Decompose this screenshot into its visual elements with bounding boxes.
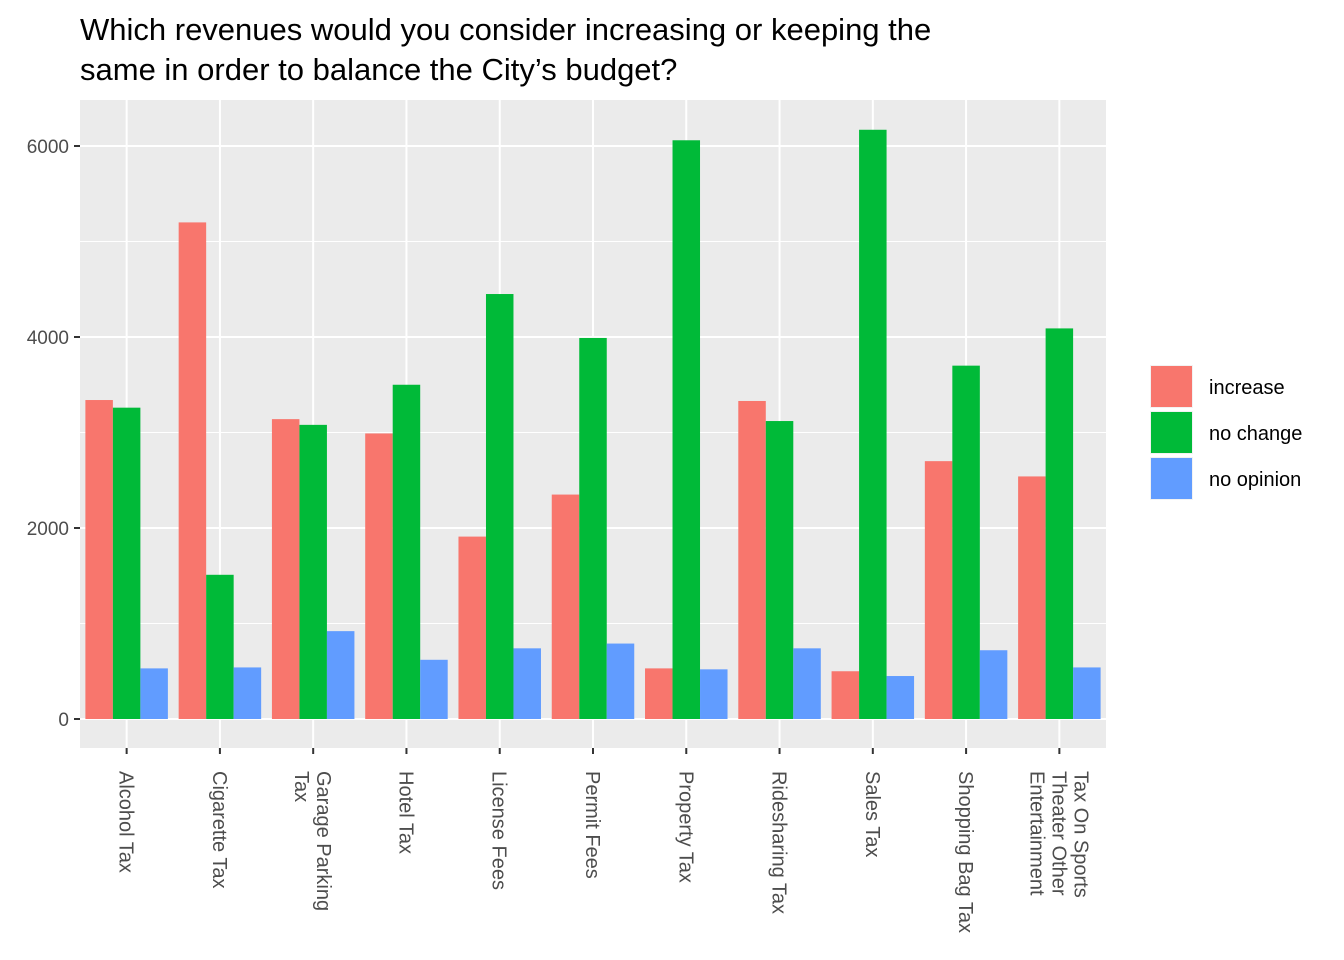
y-tick-label: 0 [58,710,69,731]
x-tick-label: Hotel Tax [394,771,416,854]
legend-label: increase [1209,377,1285,399]
bar-increase [831,671,860,719]
legend-label: no opinion [1209,469,1301,491]
bar-no-opinion [513,648,541,719]
x-tick-label: Property Tax [674,771,696,883]
bar-no-change [112,407,141,719]
y-axis: 0 2000 4000 6000 [27,137,80,731]
x-tick-label: Cigarette Tax [208,771,230,888]
bar-no-opinion [606,643,635,719]
x-axis: Alcohol Tax Cigarette Tax Garage ParkingTa… [115,748,1091,933]
bar-no-change [672,140,701,719]
bar-no-opinion [1073,667,1101,719]
bar-no-change [299,424,327,719]
bar-no-change [765,421,794,719]
bar-no-change [1045,328,1074,719]
bar-increase [924,461,953,719]
x-tick-label: Sales Tax [861,771,883,857]
legend-swatch [1151,366,1192,407]
bar-no-change [485,294,514,719]
bar-no-change [952,365,980,719]
bar-no-opinion [979,650,1008,719]
x-tick-label: Permit Fees [581,771,603,879]
bar-no-opinion [233,667,262,719]
y-tick-label: 2000 [27,519,69,540]
legend-label: no change [1209,423,1302,445]
x-tick-label: Entertainment [1025,771,1047,896]
bar-increase [738,400,766,719]
x-tick-label: Tax [290,771,312,802]
x-tick-label: Tax On Sports [1069,771,1091,898]
chart-title-line-1: Which revenues would you consider increa… [80,12,931,47]
bar-increase [365,433,393,719]
x-tick-label: Theater Other [1047,771,1069,896]
bar-no-change [859,129,887,719]
legend: increase no change no opinion [1150,365,1302,500]
bar-increase [551,494,580,719]
bar-increase [271,419,300,719]
y-tick-label: 6000 [27,137,69,158]
chart-title-line-2: same in order to balance the City’s budg… [80,52,677,87]
bars [85,129,1101,719]
bar-increase [85,400,113,719]
bar-no-change [392,384,421,719]
x-tick-label: Ridesharing Tax [768,771,790,914]
x-tick-label: Garage Parking [312,771,334,911]
bar-no-opinion [793,648,821,719]
bar-increase [1018,476,1046,719]
bar-no-opinion [886,676,915,719]
bar-no-opinion [326,631,355,719]
x-tick-label: License Fees [488,771,510,890]
bar-increase [645,668,673,719]
legend-swatch [1151,412,1192,453]
bar-increase [458,536,486,719]
bar-increase [178,222,207,719]
x-tick-label: Shopping Bag Tax [954,771,976,933]
bar-no-change [206,574,234,719]
legend-swatch [1151,458,1192,499]
bar-no-opinion [700,669,728,719]
y-tick-label: 4000 [27,328,69,349]
bar-no-opinion [420,659,448,719]
x-tick-label: Alcohol Tax [115,771,137,873]
bar-no-opinion [140,668,168,719]
bar-no-change [579,337,607,719]
